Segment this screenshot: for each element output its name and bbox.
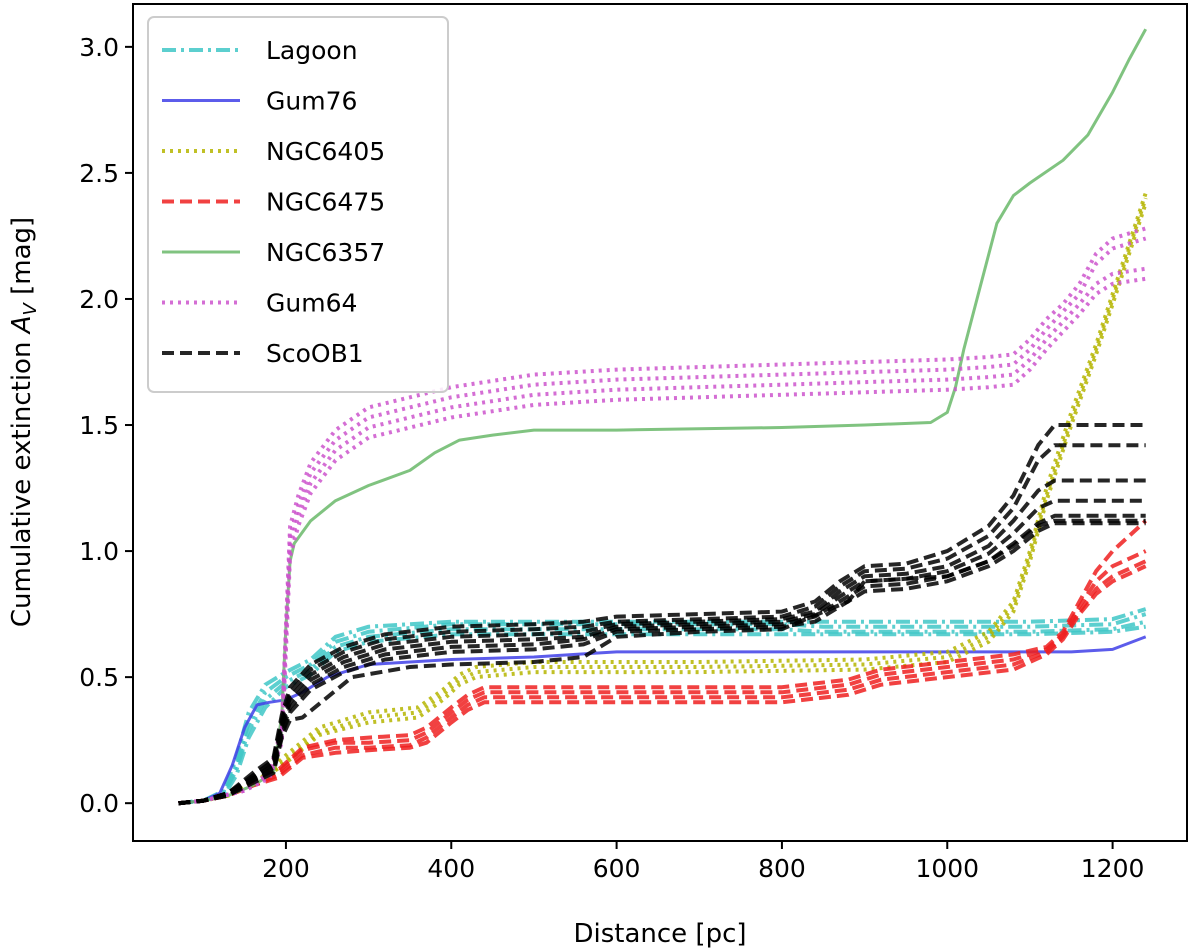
- series-line-lagoon-2: [178, 612, 1147, 806]
- y-tick-label: 2.0: [79, 285, 119, 314]
- y-tick-label: 0.5: [79, 663, 119, 692]
- y-tick-label: 0.0: [79, 789, 119, 818]
- x-tick-label: 1000: [915, 854, 979, 883]
- legend-label-scoob1: ScoOB1: [266, 339, 364, 368]
- y-tick-label: 2.5: [79, 159, 119, 188]
- legend-label-lagoon: Lagoon: [266, 36, 358, 65]
- series-line-scoob1-4: [178, 498, 1146, 806]
- series-line-ngc6405-2: [178, 197, 1148, 806]
- plot-lines: [178, 28, 1148, 806]
- series-line-scoob1-5: [178, 513, 1146, 806]
- x-axis-label: Distance [pc]: [573, 919, 746, 949]
- legend-label-gum64: Gum64: [266, 289, 357, 318]
- legend-label-gum76: Gum76: [266, 87, 357, 116]
- series-line-scoob1-3: [178, 478, 1146, 806]
- x-tick-label: 400: [427, 854, 475, 883]
- x-tick-label: 200: [262, 854, 310, 883]
- legend-box: [147, 16, 449, 393]
- y-axis-label: Cumulative extinction AV [mag]: [7, 217, 41, 627]
- legend: Lagoon Gum76 NGC6405 NGC6475 NGC6357 Gum64 Sco…: [147, 16, 449, 393]
- legend-label-ngc6475: NGC6475: [266, 188, 385, 217]
- series-line-lagoon-3: [178, 619, 1147, 806]
- y-tick-label: 1.5: [79, 411, 119, 440]
- x-tick-label: 800: [758, 854, 806, 883]
- y-tick-label: 3.0: [79, 33, 119, 62]
- series-line-scoob1-7: [178, 518, 1146, 806]
- series-line-lagoon-4: [178, 624, 1147, 806]
- legend-label-ngc6405: NGC6405: [266, 137, 385, 166]
- series-line-scoob1-2: [178, 443, 1146, 806]
- y-tick-label: 1.0: [79, 537, 119, 566]
- legend-label-ngc6357: NGC6357: [266, 238, 385, 267]
- y-axis-ticks: 0.0 0.5 1.0 1.5 2.0 2.5 3.0: [79, 33, 133, 818]
- x-tick-label: 1200: [1081, 854, 1145, 883]
- series-line-ngc6475-4: [178, 564, 1147, 806]
- series-line-ngc6405-3: [178, 202, 1148, 806]
- series-line-scoob1-6: [178, 521, 1146, 806]
- x-tick-label: 600: [593, 854, 641, 883]
- series-line-ngc6475-2: [178, 549, 1147, 806]
- series-line-lagoon-1: [178, 607, 1147, 806]
- x-axis-ticks: 200 400 600 800 1000 1200: [262, 841, 1144, 883]
- plot-frame: [132, 3, 1188, 842]
- series-line-scoob1-1: [178, 423, 1146, 806]
